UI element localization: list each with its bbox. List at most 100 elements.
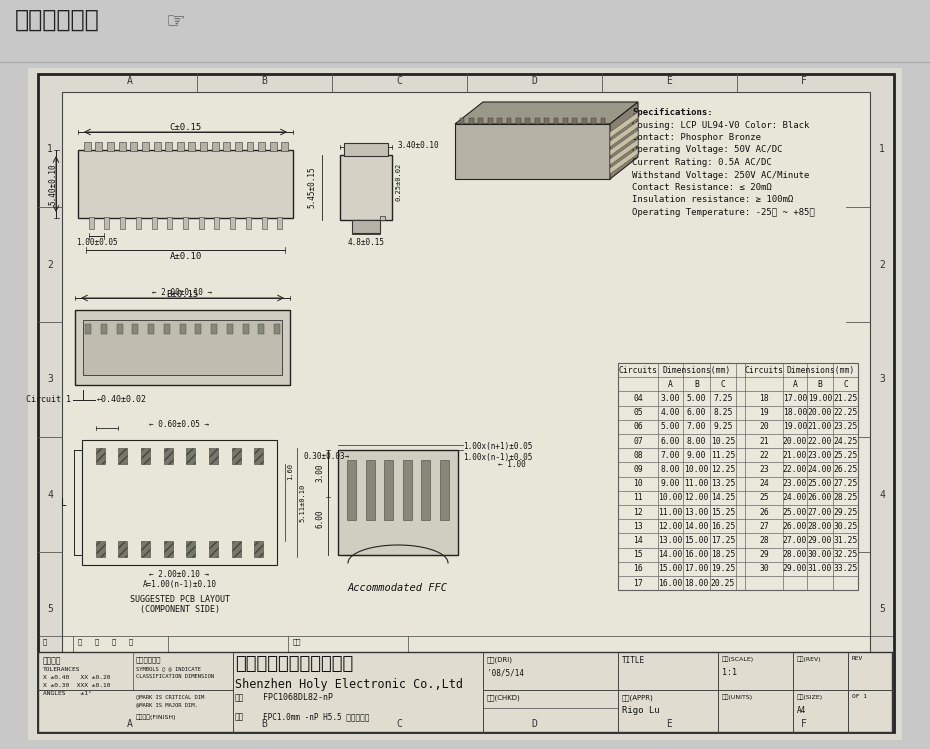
Text: 05: 05 xyxy=(633,408,643,417)
Text: 07: 07 xyxy=(633,437,643,446)
Bar xyxy=(618,363,858,590)
Bar xyxy=(141,541,150,557)
Bar xyxy=(38,74,894,732)
Bar xyxy=(116,324,123,334)
Bar xyxy=(141,448,150,464)
Bar xyxy=(132,324,139,334)
Text: 29.25: 29.25 xyxy=(833,508,857,517)
Text: 19.00: 19.00 xyxy=(783,422,807,431)
Text: 5.11±0.10: 5.11±0.10 xyxy=(299,483,305,521)
Polygon shape xyxy=(455,124,610,179)
Text: 30.25: 30.25 xyxy=(833,522,857,531)
Text: 24.00: 24.00 xyxy=(808,465,832,474)
Bar xyxy=(246,217,251,229)
Polygon shape xyxy=(553,118,558,124)
Text: B: B xyxy=(817,380,822,389)
Polygon shape xyxy=(544,118,549,124)
Bar xyxy=(183,217,188,229)
Text: 制图(DRI): 制图(DRI) xyxy=(487,656,513,663)
Text: 5: 5 xyxy=(47,604,53,614)
Bar xyxy=(246,142,254,151)
Text: 08: 08 xyxy=(633,451,643,460)
Text: 22.00: 22.00 xyxy=(808,437,832,446)
Text: 27.25: 27.25 xyxy=(833,479,857,488)
Text: 0.25±0.02: 0.25±0.02 xyxy=(395,163,401,201)
Text: 6.00: 6.00 xyxy=(315,509,325,527)
Bar xyxy=(274,324,280,334)
Bar xyxy=(215,217,219,229)
Bar xyxy=(259,142,265,151)
Text: 20.00: 20.00 xyxy=(783,437,807,446)
Text: 10.00: 10.00 xyxy=(658,494,683,503)
Bar xyxy=(166,142,172,151)
Polygon shape xyxy=(525,118,530,124)
Text: 14.00: 14.00 xyxy=(658,551,683,560)
Text: 4.00: 4.00 xyxy=(660,408,680,417)
Bar xyxy=(227,324,232,334)
Polygon shape xyxy=(488,118,493,124)
Text: 10.25: 10.25 xyxy=(711,437,736,446)
Text: Insulation resistance: ≥ 100mΩ: Insulation resistance: ≥ 100mΩ xyxy=(632,195,793,204)
Polygon shape xyxy=(610,130,638,156)
Bar xyxy=(83,320,282,375)
Text: 27.00: 27.00 xyxy=(783,536,807,545)
Text: 17.00: 17.00 xyxy=(684,565,709,574)
Bar xyxy=(119,142,126,151)
Text: C±0.15: C±0.15 xyxy=(169,123,202,132)
Text: B: B xyxy=(261,719,268,729)
Text: C: C xyxy=(721,380,725,389)
Polygon shape xyxy=(563,118,567,124)
Text: Accommodated FFC: Accommodated FFC xyxy=(348,583,448,593)
Text: 5.00: 5.00 xyxy=(660,422,680,431)
Text: 2: 2 xyxy=(879,259,885,270)
Text: 09: 09 xyxy=(633,465,643,474)
Text: 23.00: 23.00 xyxy=(783,479,807,488)
Bar xyxy=(235,142,242,151)
Text: 3: 3 xyxy=(47,374,53,384)
Text: 18.00: 18.00 xyxy=(783,408,807,417)
Text: 2: 2 xyxy=(47,259,53,270)
Text: 22: 22 xyxy=(759,451,769,460)
Text: 数量(UNITS): 数量(UNITS) xyxy=(722,694,753,700)
Text: 审   核   批   准: 审 核 批 准 xyxy=(78,638,133,645)
Text: 30.00: 30.00 xyxy=(808,551,832,560)
Polygon shape xyxy=(516,118,521,124)
Text: 11.25: 11.25 xyxy=(711,451,736,460)
Text: 15.00: 15.00 xyxy=(658,565,683,574)
Text: (COMPONENT SIDE): (COMPONENT SIDE) xyxy=(140,605,219,614)
Text: A±0.10: A±0.10 xyxy=(169,252,202,261)
Bar xyxy=(85,324,91,334)
Text: 20: 20 xyxy=(759,422,769,431)
Text: Withstand Voltage: 250V AC/Minute: Withstand Voltage: 250V AC/Minute xyxy=(632,171,809,180)
Text: 19: 19 xyxy=(759,408,769,417)
Text: 7.00: 7.00 xyxy=(686,422,706,431)
Text: TOLERANCES: TOLERANCES xyxy=(43,667,81,672)
Text: 5: 5 xyxy=(879,604,885,614)
Bar xyxy=(209,448,218,464)
Text: Operating Temperature: -25℃ ~ +85℃: Operating Temperature: -25℃ ~ +85℃ xyxy=(632,208,815,217)
Text: 6.00: 6.00 xyxy=(686,408,706,417)
Text: 14.25: 14.25 xyxy=(711,494,736,503)
Bar xyxy=(186,541,195,557)
Bar xyxy=(0,0,930,62)
Text: SYMBOLS ○ ◎ INDICATE: SYMBOLS ○ ◎ INDICATE xyxy=(136,666,201,671)
Text: 11: 11 xyxy=(633,494,643,503)
Text: 品名: 品名 xyxy=(235,712,245,721)
Text: 13.25: 13.25 xyxy=(711,479,736,488)
Text: 33.25: 33.25 xyxy=(833,565,857,574)
Bar xyxy=(107,142,114,151)
Text: A4: A4 xyxy=(797,706,806,715)
Bar xyxy=(96,142,102,151)
Text: 26: 26 xyxy=(759,508,769,517)
Polygon shape xyxy=(610,121,638,147)
Text: 17.25: 17.25 xyxy=(711,536,736,545)
Text: 比例(SCALE): 比例(SCALE) xyxy=(722,656,754,661)
Text: 20.00: 20.00 xyxy=(808,408,832,417)
Text: OF 1: OF 1 xyxy=(852,694,867,699)
Text: D: D xyxy=(532,76,538,86)
Text: B: B xyxy=(694,380,699,389)
Bar xyxy=(344,143,388,156)
Polygon shape xyxy=(610,102,638,179)
Bar xyxy=(282,142,288,151)
Polygon shape xyxy=(582,118,587,124)
